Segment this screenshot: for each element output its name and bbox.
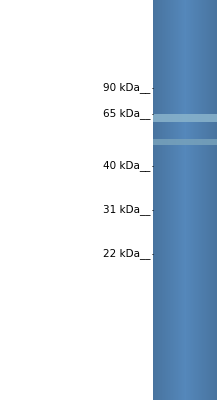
Bar	[154, 0, 155, 400]
Text: 90 kDa__: 90 kDa__	[103, 82, 151, 94]
Bar	[156, 0, 157, 400]
Bar	[185, 0, 186, 400]
Bar	[161, 0, 162, 400]
Bar	[214, 0, 215, 400]
Bar	[201, 0, 202, 400]
Bar	[170, 0, 171, 400]
Bar	[213, 0, 214, 400]
Bar	[207, 0, 208, 400]
Bar	[169, 0, 170, 400]
Bar	[208, 0, 209, 400]
Bar	[154, 0, 156, 400]
Bar	[200, 0, 201, 400]
Bar	[199, 0, 200, 400]
Bar	[198, 0, 199, 400]
Bar	[181, 0, 182, 400]
Bar	[216, 0, 217, 400]
Bar	[158, 0, 160, 400]
Bar	[178, 0, 179, 400]
Bar	[162, 0, 163, 400]
Bar	[182, 0, 183, 400]
Bar	[170, 0, 171, 400]
Bar	[186, 0, 187, 400]
Bar	[213, 0, 214, 400]
Bar	[190, 0, 191, 400]
Text: 65 kDa__: 65 kDa__	[103, 108, 151, 120]
Bar	[182, 0, 183, 400]
Bar	[190, 0, 191, 400]
Bar	[188, 0, 189, 400]
Bar	[173, 0, 174, 400]
Bar	[202, 0, 203, 400]
Bar	[159, 0, 160, 400]
Bar	[184, 0, 185, 400]
Bar	[183, 0, 184, 400]
Bar	[193, 0, 194, 400]
Bar	[174, 0, 176, 400]
Bar	[189, 0, 190, 400]
Bar	[191, 0, 192, 400]
Bar	[168, 0, 169, 400]
Bar	[177, 0, 178, 400]
Bar	[205, 0, 206, 400]
Bar	[153, 139, 217, 145]
Bar	[202, 0, 203, 400]
Bar	[205, 0, 207, 400]
Bar	[163, 0, 164, 400]
Bar	[164, 0, 165, 400]
Bar	[186, 0, 187, 400]
Bar	[209, 0, 210, 400]
Bar	[187, 0, 188, 400]
Bar	[162, 0, 163, 400]
Bar	[215, 0, 216, 400]
Bar	[158, 0, 159, 400]
Bar	[210, 0, 211, 400]
Bar	[179, 0, 180, 400]
Bar	[206, 0, 207, 400]
Bar	[160, 0, 161, 400]
Bar	[211, 0, 212, 400]
Bar	[166, 0, 167, 400]
Bar	[153, 0, 154, 400]
Bar	[178, 0, 180, 400]
Bar	[180, 0, 181, 400]
Bar	[196, 0, 197, 400]
Bar	[204, 0, 205, 400]
Bar	[157, 0, 158, 400]
Bar	[209, 0, 211, 400]
Bar	[153, 114, 217, 122]
Bar	[198, 0, 199, 400]
Bar	[194, 0, 195, 400]
Text: 40 kDa__: 40 kDa__	[103, 160, 151, 172]
Bar	[155, 0, 156, 400]
Bar	[192, 0, 193, 400]
Bar	[171, 0, 172, 400]
Bar	[175, 0, 176, 400]
Bar	[212, 0, 213, 400]
Bar	[195, 0, 196, 400]
Bar	[172, 0, 173, 400]
Bar	[167, 0, 168, 400]
Text: 31 kDa__: 31 kDa__	[103, 204, 151, 216]
Bar	[165, 0, 166, 400]
Text: 22 kDa__: 22 kDa__	[103, 248, 151, 260]
Bar	[174, 0, 175, 400]
Bar	[203, 0, 204, 400]
Bar	[176, 0, 177, 400]
Bar	[197, 0, 198, 400]
